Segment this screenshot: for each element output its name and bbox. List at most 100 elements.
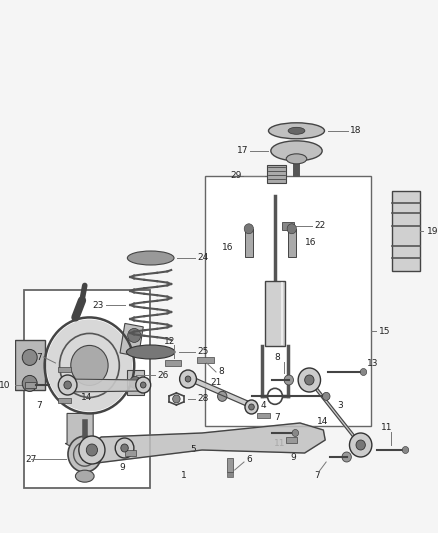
Circle shape bbox=[356, 440, 365, 450]
Ellipse shape bbox=[127, 345, 175, 359]
Circle shape bbox=[322, 392, 330, 400]
Text: 4: 4 bbox=[261, 400, 266, 409]
Bar bbox=[283, 222, 293, 230]
Circle shape bbox=[46, 319, 132, 411]
Text: 6: 6 bbox=[246, 456, 252, 464]
Bar bbox=[120, 324, 143, 357]
Bar bbox=[265, 281, 285, 346]
Bar bbox=[286, 437, 297, 443]
Circle shape bbox=[173, 395, 180, 403]
Circle shape bbox=[86, 444, 98, 456]
Text: 14: 14 bbox=[317, 417, 328, 426]
Polygon shape bbox=[188, 375, 253, 409]
Circle shape bbox=[58, 375, 77, 395]
Circle shape bbox=[284, 375, 293, 385]
Bar bbox=[58, 367, 71, 372]
Text: 7: 7 bbox=[36, 400, 42, 409]
Text: 19: 19 bbox=[427, 227, 438, 236]
Bar bbox=[165, 360, 181, 366]
Text: 7: 7 bbox=[274, 414, 279, 423]
Bar bbox=[227, 472, 233, 477]
Text: 26: 26 bbox=[158, 371, 169, 380]
Circle shape bbox=[64, 381, 71, 389]
Circle shape bbox=[141, 382, 146, 388]
Circle shape bbox=[136, 377, 151, 393]
Circle shape bbox=[292, 430, 299, 437]
Text: 27: 27 bbox=[25, 455, 37, 464]
Text: 1: 1 bbox=[180, 471, 186, 480]
Circle shape bbox=[350, 433, 372, 457]
Text: 11: 11 bbox=[274, 439, 285, 448]
Text: 7: 7 bbox=[314, 471, 320, 480]
Text: 8: 8 bbox=[275, 353, 280, 362]
Text: 22: 22 bbox=[314, 221, 325, 230]
Text: 10: 10 bbox=[0, 381, 11, 390]
Circle shape bbox=[71, 345, 108, 385]
Text: 28: 28 bbox=[197, 394, 208, 403]
Ellipse shape bbox=[127, 251, 174, 265]
Text: 3: 3 bbox=[337, 400, 343, 409]
Polygon shape bbox=[83, 423, 325, 463]
Bar bbox=[288, 229, 296, 257]
Text: 5: 5 bbox=[190, 446, 195, 455]
Bar bbox=[198, 357, 214, 363]
Circle shape bbox=[268, 389, 283, 405]
Ellipse shape bbox=[75, 470, 94, 482]
Text: 11: 11 bbox=[381, 424, 392, 432]
Text: 8: 8 bbox=[218, 367, 224, 376]
Text: 24: 24 bbox=[198, 254, 208, 262]
Ellipse shape bbox=[271, 141, 322, 161]
Circle shape bbox=[68, 436, 102, 472]
Text: 2: 2 bbox=[90, 367, 95, 376]
Circle shape bbox=[287, 224, 297, 234]
Text: 9: 9 bbox=[290, 453, 297, 462]
Bar bbox=[58, 398, 71, 403]
Bar bbox=[127, 370, 144, 395]
Ellipse shape bbox=[286, 154, 307, 164]
Bar bbox=[267, 165, 286, 183]
Circle shape bbox=[22, 350, 37, 366]
Text: 13: 13 bbox=[367, 359, 379, 368]
Circle shape bbox=[180, 370, 196, 388]
Circle shape bbox=[245, 400, 258, 414]
FancyArrow shape bbox=[65, 414, 95, 451]
Ellipse shape bbox=[288, 127, 305, 134]
Circle shape bbox=[249, 404, 254, 410]
Bar bbox=[124, 450, 136, 456]
Text: 17: 17 bbox=[237, 147, 248, 155]
Circle shape bbox=[218, 391, 227, 401]
Text: 25: 25 bbox=[198, 348, 209, 357]
Text: 16: 16 bbox=[305, 238, 316, 247]
Text: 7: 7 bbox=[36, 352, 42, 361]
Circle shape bbox=[342, 452, 351, 462]
Bar bbox=[24, 290, 150, 488]
Text: 16: 16 bbox=[223, 243, 234, 252]
Text: 20: 20 bbox=[303, 382, 314, 391]
Circle shape bbox=[360, 368, 367, 376]
Text: 18: 18 bbox=[350, 126, 361, 135]
Bar bbox=[257, 413, 270, 418]
Text: 14: 14 bbox=[81, 392, 92, 401]
Circle shape bbox=[305, 375, 314, 385]
Polygon shape bbox=[305, 376, 365, 449]
Circle shape bbox=[298, 368, 321, 392]
Bar bbox=[15, 341, 45, 391]
Circle shape bbox=[185, 376, 191, 382]
Text: 12: 12 bbox=[164, 336, 175, 345]
Circle shape bbox=[115, 438, 134, 458]
Circle shape bbox=[128, 328, 141, 342]
Circle shape bbox=[402, 447, 409, 454]
Circle shape bbox=[130, 376, 141, 389]
Text: 29: 29 bbox=[231, 172, 242, 180]
Circle shape bbox=[79, 436, 105, 464]
Text: 21: 21 bbox=[210, 378, 222, 387]
Text: 15: 15 bbox=[378, 327, 390, 336]
Bar bbox=[25, 382, 36, 388]
Bar bbox=[392, 191, 420, 271]
Polygon shape bbox=[65, 379, 146, 392]
Ellipse shape bbox=[268, 123, 325, 139]
Bar bbox=[245, 229, 253, 257]
Circle shape bbox=[121, 444, 128, 452]
Circle shape bbox=[22, 375, 37, 391]
Text: 23: 23 bbox=[93, 301, 104, 310]
